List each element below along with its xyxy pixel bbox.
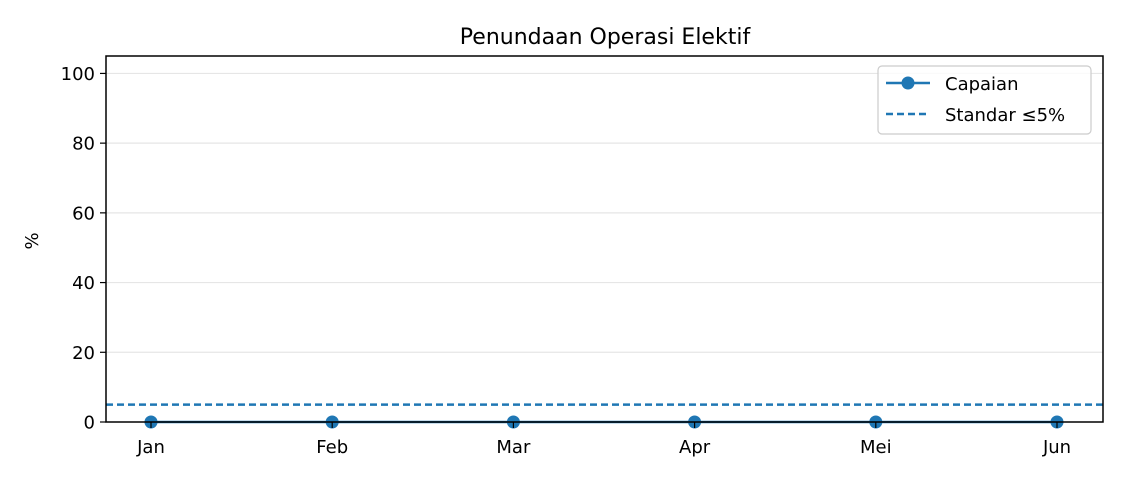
legend-marker-capaian xyxy=(901,76,915,90)
legend-label-standar: Standar ≤5% xyxy=(945,105,1065,126)
x-tick-label-mar: Mar xyxy=(496,437,531,458)
y-tick-label-80: 80 xyxy=(72,134,95,155)
gridlines xyxy=(106,72,1103,353)
y-tick-label-0: 0 xyxy=(84,413,95,434)
x-axis-ticks: Jan Feb Mar Apr Mei Jun xyxy=(136,422,1071,458)
plot-frame xyxy=(105,55,1104,423)
x-tick-label-jan: Jan xyxy=(136,437,165,458)
y-tick-label-100: 100 xyxy=(61,64,95,85)
y-tick-label-40: 40 xyxy=(72,273,95,294)
y-tick-label-20: 20 xyxy=(72,343,95,364)
x-tick-label-feb: Feb xyxy=(316,437,348,458)
x-tick-label-mei: Mei xyxy=(860,437,892,458)
y-axis-label: % xyxy=(22,232,43,249)
y-axis-ticks: 0 20 40 60 80 100 xyxy=(61,64,106,434)
legend-frame xyxy=(877,65,1092,135)
x-tick-label-apr: Apr xyxy=(679,437,711,458)
y-tick-label-60: 60 xyxy=(72,203,95,224)
legend: Capaian Standar ≤5% xyxy=(877,65,1092,135)
chart-title: Penundaan Operasi Elektif xyxy=(460,25,752,50)
x-tick-label-jun: Jun xyxy=(1042,437,1071,458)
legend-label-capaian: Capaian xyxy=(945,74,1019,95)
